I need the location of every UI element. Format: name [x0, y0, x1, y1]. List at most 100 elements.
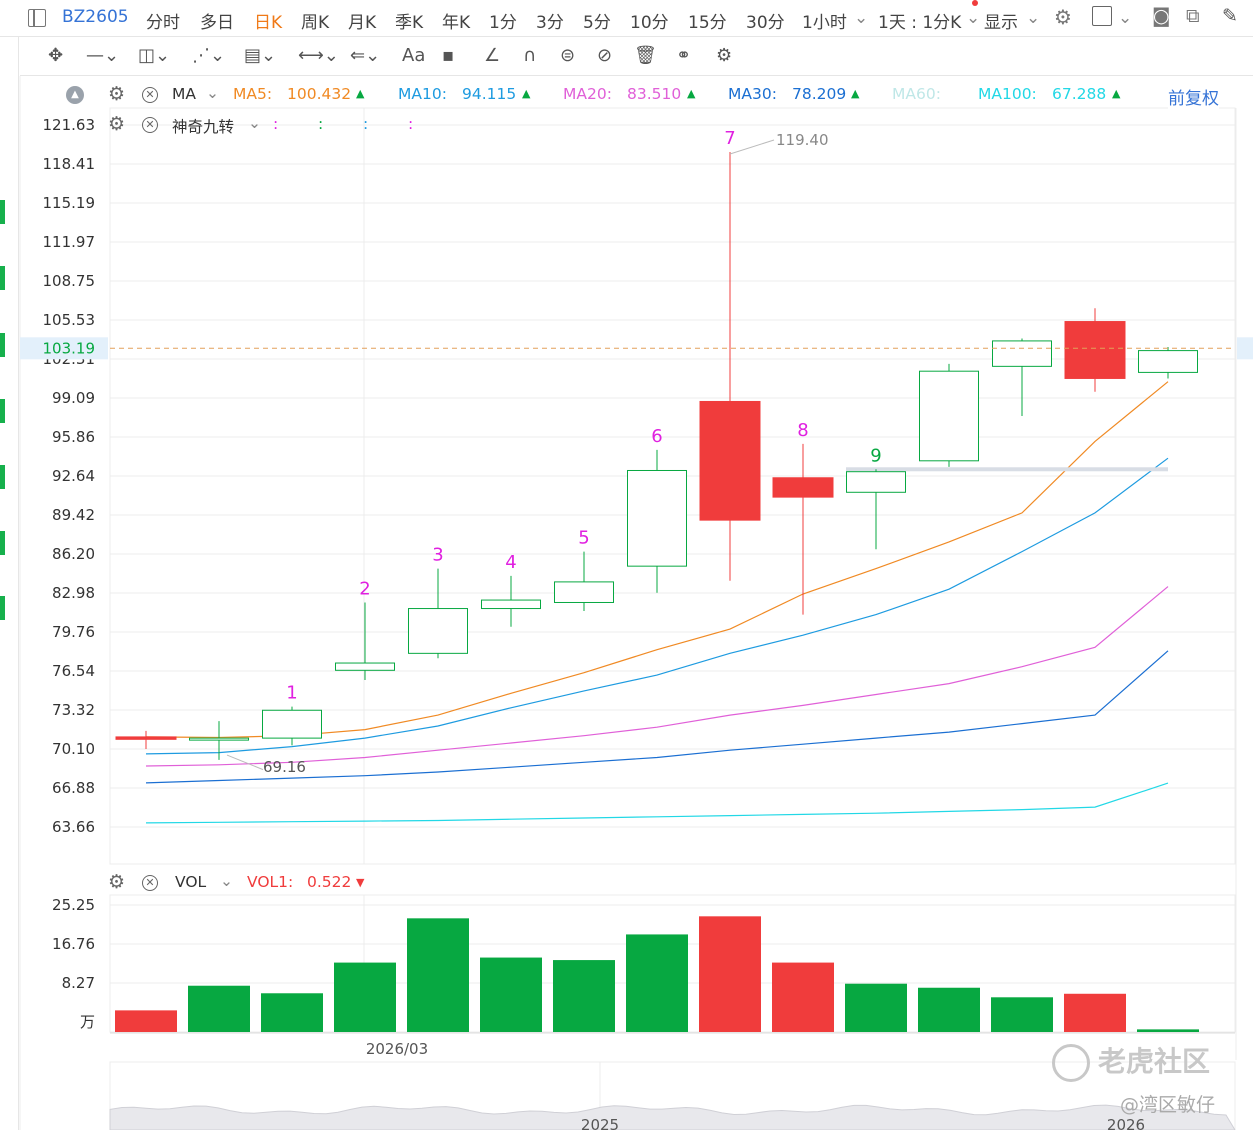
ma30-line	[145, 650, 1169, 784]
brush-icon[interactable]: ∠	[484, 45, 501, 66]
tab-quarter-k[interactable]: 季K	[395, 13, 424, 33]
volume-bar	[188, 985, 250, 1032]
compare-icon[interactable]: ⚭	[676, 45, 692, 66]
measure-tool-icon[interactable]: ⟷⌄	[298, 45, 339, 66]
tab-10min[interactable]: 10分	[630, 13, 669, 33]
tab-30min[interactable]: 30分	[746, 13, 785, 33]
display-menu[interactable]: 显示	[984, 13, 1018, 33]
up-arrow-icon: ▲	[1112, 87, 1121, 100]
navigator-area	[109, 1104, 1236, 1130]
trash-icon[interactable]: 🗑	[634, 45, 657, 66]
pencil-icon[interactable]: ✎	[1222, 5, 1238, 27]
panel-toggle-icon[interactable]	[28, 9, 46, 27]
watermark-handle: @湾区敏仔	[1120, 1094, 1216, 1116]
separator-dot: :	[363, 115, 369, 133]
gear-icon[interactable]: ⚙	[108, 113, 126, 135]
candle-body	[335, 662, 395, 671]
max-label-leader	[729, 139, 775, 155]
tab-3min[interactable]: 3分	[536, 13, 564, 33]
ma100-value: 67.288	[1052, 85, 1107, 103]
ma-legend: ▲ ⚙ ✕ MA ⌄ MA5: 100.432 ▲ MA10: 94.115 ▲…	[66, 83, 1253, 109]
last-price-label: 103.19	[43, 339, 96, 357]
volume-bar	[918, 987, 980, 1032]
nine-turn-label: 神奇九转	[172, 118, 235, 136]
candle-body	[627, 469, 687, 567]
line-tool-icon[interactable]: —⌄	[86, 45, 120, 66]
price-tick-label: 105.53	[43, 311, 96, 329]
tab-day-k[interactable]: 日K	[254, 13, 283, 33]
arrow-tool-icon[interactable]: ⇐⌄	[350, 45, 381, 66]
tab-1hour[interactable]: 1小时	[802, 13, 847, 33]
chevron-down-icon[interactable]: ⌄	[966, 8, 981, 28]
collapse-icon[interactable]: ▲	[66, 86, 84, 104]
volume-axis: 25.25 16.76 8.27 万 2026/03 2025 2026	[52, 896, 1145, 1130]
volume-bar	[480, 957, 542, 1032]
volume-bars	[115, 916, 1199, 1032]
pattern-tool-icon[interactable]: ⋰⌄	[192, 45, 226, 66]
gear-icon[interactable]: ⚙	[1054, 5, 1072, 29]
chevron-down-icon[interactable]: ⌄	[206, 84, 219, 102]
ma60-name: MA60:	[892, 85, 941, 103]
chevron-down-icon[interactable]: ⌄	[854, 8, 869, 28]
fib-tool-icon[interactable]: ▤⌄	[244, 45, 277, 66]
magnet-icon[interactable]: ∩	[523, 45, 537, 66]
gear-icon[interactable]: ⚙	[108, 871, 126, 893]
close-icon[interactable]: ✕	[142, 875, 158, 891]
separator-dot: :	[318, 115, 324, 133]
volume-tick-label: 25.25	[52, 896, 95, 914]
chevron-down-icon[interactable]: ⌄	[1026, 8, 1041, 28]
symbol-label[interactable]: BZ2605	[62, 7, 129, 27]
down-arrow-icon: ▼	[356, 876, 365, 889]
candle-body	[919, 370, 979, 462]
close-icon[interactable]: ✕	[142, 87, 158, 103]
min-price-label: 69.16	[263, 758, 306, 776]
last-price-badge-right	[1237, 337, 1253, 360]
tab-month-k[interactable]: 月K	[348, 13, 377, 33]
nine-turn-count: 5	[578, 528, 589, 549]
text-tool-icon[interactable]: Aa	[402, 45, 426, 66]
camera-icon[interactable]: ◙	[1152, 5, 1171, 27]
volume-bar	[1137, 1029, 1199, 1032]
hide-icon[interactable]: ⊘	[597, 45, 613, 66]
volume-tick-label: 16.76	[52, 935, 95, 953]
up-arrow-icon: ▲	[851, 87, 860, 100]
lock-icon[interactable]: ⊜	[560, 45, 576, 66]
tab-1min[interactable]: 1分	[489, 13, 517, 33]
chevron-down-icon[interactable]: ⌄	[248, 114, 261, 132]
ma100-line	[145, 782, 1169, 824]
price-tick-label: 95.86	[52, 428, 95, 446]
layout-icon[interactable]	[1092, 6, 1112, 26]
tab-5min[interactable]: 5分	[583, 13, 611, 33]
tab-week-k[interactable]: 周K	[301, 13, 330, 33]
up-arrow-icon: ▲	[356, 87, 365, 100]
adjust-mode[interactable]: 前复权	[1168, 84, 1219, 109]
move-icon[interactable]: ✥	[48, 45, 64, 66]
chevron-down-icon[interactable]: ⌄	[220, 872, 233, 890]
gear-icon[interactable]: ⚙	[716, 45, 733, 66]
tab-15min[interactable]: 15分	[688, 13, 727, 33]
tab-duori[interactable]: 多日	[200, 13, 234, 33]
close-icon[interactable]: ✕	[142, 117, 158, 133]
rect-tool-icon[interactable]: ◫⌄	[138, 45, 171, 66]
comment-tool-icon[interactable]: ▪	[442, 45, 455, 66]
chevron-down-icon[interactable]: ⌄	[1118, 8, 1133, 28]
up-arrow-icon: ▲	[687, 87, 696, 100]
chart-annotations: 119.40 69.16 103.19	[20, 131, 1253, 776]
gear-icon[interactable]: ⚙	[108, 83, 126, 105]
price-tick-label: 92.64	[52, 467, 95, 485]
candle-body	[699, 400, 761, 521]
ma20-value: 83.510	[627, 85, 682, 103]
candle-body	[262, 709, 322, 739]
price-tick-label: 76.54	[52, 662, 95, 680]
candle-body	[992, 340, 1052, 367]
volume-bar	[261, 993, 323, 1032]
tab-year-k[interactable]: 年K	[442, 13, 471, 33]
candle-body	[189, 737, 249, 741]
edit-window-icon[interactable]: ⧉	[1186, 5, 1200, 27]
ma20-line	[145, 586, 1169, 767]
tab-1day-1min[interactable]: 1天 : 1分K	[878, 13, 962, 33]
tab-fenshi[interactable]: 分时	[146, 13, 180, 33]
volume-bar	[626, 934, 688, 1032]
notification-dot	[972, 0, 978, 6]
